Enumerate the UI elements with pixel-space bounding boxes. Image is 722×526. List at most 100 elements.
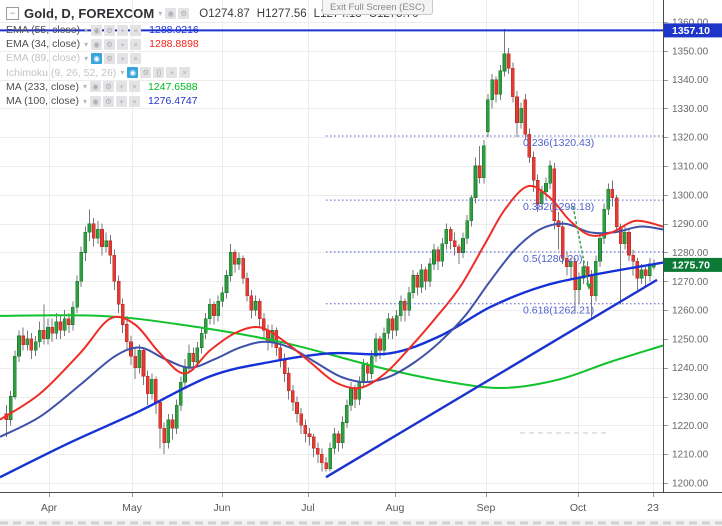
indicator-row-ema55[interactable]: EMA (55, close) ▾ ◉ ⚙ + × 1288.0216 [6, 23, 426, 37]
gear-icon[interactable]: ⚙ [104, 52, 116, 64]
add-icon[interactable]: + [117, 24, 129, 36]
gear-icon[interactable]: ⚙ [102, 95, 114, 107]
gear-icon[interactable]: ⚙ [102, 81, 114, 93]
time-tick-label: Apr [41, 502, 58, 514]
price-tick-label: 1200.00 [672, 478, 709, 489]
price-tick-label: 1270.00 [672, 277, 709, 288]
indicator-label: Ichimoku (9, 26, 52, 26) [6, 66, 117, 79]
add-icon[interactable]: + [115, 95, 127, 107]
chevron-down-icon[interactable]: ▾ [120, 68, 125, 78]
price-tick-label: 1310.00 [672, 162, 709, 173]
eye-icon[interactable]: ◉ [89, 81, 101, 93]
price-tick-label: 1300.00 [672, 190, 709, 201]
fib-level-label: 0.236(1320.43) [523, 137, 594, 149]
indicator-row-ema34[interactable]: EMA (34, close) ▾ ◉ ⚙ + × 1288.8898 [6, 37, 426, 51]
gear-icon[interactable]: ⚙ [140, 67, 152, 79]
high-value: H1277.56 [256, 7, 307, 20]
chevron-down-icon[interactable]: ▾ [158, 9, 163, 18]
add-icon[interactable]: + [117, 52, 129, 64]
arrow-annotation[interactable] [572, 206, 590, 288]
price-tick-label: 1280.00 [672, 248, 709, 259]
chevron-down-icon[interactable]: ▾ [84, 25, 89, 35]
indicator-value: 1288.8898 [149, 38, 199, 51]
eye-icon[interactable]: ◉ [127, 67, 139, 79]
close-icon[interactable]: × [128, 81, 140, 93]
exit-fullscreen-button[interactable]: Exit Full Screen (ESC) [322, 0, 434, 15]
indicator-label: EMA (55, close) [6, 24, 81, 37]
fib-level-label: 0.618(1262.21) [523, 305, 594, 317]
chevron-down-icon[interactable]: ▾ [84, 39, 89, 49]
eye-icon[interactable]: ◉ [91, 38, 103, 50]
indicator-row-ichimoku[interactable]: Ichimoku (9, 26, 52, 26) ▾ ◉ ⚙{} + × [6, 66, 426, 80]
last-price-tag: 1275.70 [664, 257, 722, 272]
close-icon[interactable]: × [130, 52, 142, 64]
grid-lines [0, 0, 663, 492]
time-tick-label: May [122, 502, 143, 514]
alert-price-tag-background [664, 23, 722, 38]
price-axis-background[interactable] [664, 0, 722, 492]
time-tick-label: Aug [386, 502, 405, 514]
trendline[interactable] [325, 278, 658, 479]
fib-retracement[interactable]: 0.236(1320.43) 0.382(1298.18) 0.5(1280.20)… [326, 135, 663, 317]
alert-price-tag-pointer [664, 27, 668, 34]
alert-price-tag: 1357.10 [664, 23, 722, 38]
last-price-tag-background [664, 257, 722, 272]
time-tick-label: Oct [570, 502, 586, 514]
close-icon[interactable]: × [128, 95, 140, 107]
gear-icon[interactable]: ⚙ [104, 24, 116, 36]
add-icon[interactable]: + [166, 67, 178, 79]
time-tick-label: Jul [301, 502, 314, 514]
indicator-row-ma233[interactable]: MA (233, close) ▾ ◉ ⚙ + × 1247.6588 [6, 80, 426, 94]
eye-icon[interactable]: ◉ [165, 8, 177, 19]
ema34-line [0, 184, 664, 421]
close-icon[interactable]: × [130, 24, 142, 36]
braces-icon[interactable]: {} [153, 67, 165, 79]
close-icon[interactable]: × [130, 38, 142, 50]
price-axis[interactable]: 1360.00 1350.00 1340.00 1330.00 1320.00 1310.… [664, 18, 709, 490]
indicator-label: EMA (89, close) [6, 52, 81, 65]
indicator-row-ma100[interactable]: MA (100, close) ▾ ◉ ⚙ + × 1276.4747 [6, 94, 426, 108]
price-tick-label: 1230.00 [672, 392, 709, 403]
price-tick-label: 1320.00 [672, 133, 709, 144]
add-icon[interactable]: + [115, 81, 127, 93]
time-tick-label: 23 [647, 502, 659, 514]
close-icon[interactable]: × [179, 67, 191, 79]
gear-icon[interactable]: ⚙ [104, 38, 116, 50]
alert-price-tag-value: 1357.10 [672, 25, 710, 37]
candle-bodies [4, 53, 656, 469]
time-axis[interactable]: Apr May Jun Jul Aug Sep Oct 23 [41, 493, 659, 514]
price-tick-label: 1220.00 [672, 421, 709, 432]
ma100-line [0, 261, 664, 479]
time-tick-label: Sep [477, 502, 496, 514]
chevron-down-icon[interactable]: ▾ [82, 82, 87, 92]
collapse-legend-icon[interactable]: − [6, 7, 19, 20]
add-icon[interactable]: + [117, 38, 129, 50]
indicator-value: 1247.6588 [147, 80, 198, 93]
eye-icon[interactable]: ◉ [91, 52, 103, 64]
price-tick-label: 1240.00 [672, 363, 709, 374]
gear-icon[interactable]: ⚙ [178, 8, 190, 19]
indicator-label: MA (233, close) [6, 80, 79, 93]
indicator-value: 1288.0216 [149, 24, 199, 37]
chevron-down-icon[interactable]: ▾ [84, 53, 89, 63]
price-tick-label: 1340.00 [672, 75, 709, 86]
eye-icon[interactable]: ◉ [91, 24, 103, 36]
price-tick-label: 1250.00 [672, 334, 709, 345]
open-value: O1274.87 [199, 7, 250, 20]
ma233-line [0, 314, 664, 389]
indicator-value: 1276.4747 [147, 95, 198, 108]
eye-icon[interactable]: ◉ [89, 95, 101, 107]
last-price-tag-pointer [664, 261, 668, 268]
indicator-row-ema89[interactable]: EMA (89, close) ▾ ◉ ⚙ + × [6, 51, 426, 65]
ema55-line [0, 222, 664, 438]
time-tick-label: Jun [214, 502, 231, 514]
symbol-title: Gold, D, FOREXCOM [24, 6, 155, 21]
chevron-down-icon[interactable]: ▾ [82, 96, 87, 106]
price-tick-label: 1360.00 [672, 18, 709, 29]
arrow-head-icon [586, 283, 592, 291]
exit-fullscreen-label: Exit Full Screen (ESC) [330, 1, 426, 13]
price-tick-label: 1290.00 [672, 219, 709, 230]
price-tick-label: 1210.00 [672, 450, 709, 461]
